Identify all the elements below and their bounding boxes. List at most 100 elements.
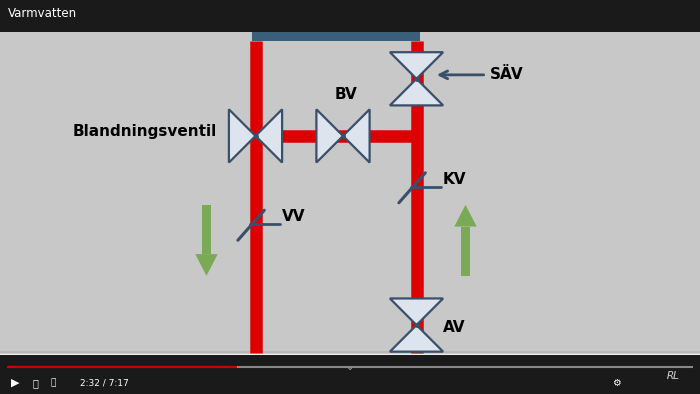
Text: VV: VV — [282, 209, 306, 224]
Bar — [0, 352, 700, 353]
Bar — [0, 353, 700, 354]
Polygon shape — [454, 205, 477, 227]
Bar — [0, 352, 700, 353]
Bar — [0, 352, 700, 353]
Bar — [0, 351, 700, 353]
Bar — [0, 352, 700, 354]
Bar — [0, 352, 700, 353]
Text: ▶: ▶ — [11, 378, 20, 388]
Bar — [0, 353, 700, 354]
Bar — [0, 353, 700, 355]
Bar — [0, 353, 700, 354]
Bar — [0, 352, 700, 353]
Bar — [0, 353, 700, 355]
Bar — [0, 353, 700, 355]
Bar — [0, 351, 700, 353]
Bar — [0, 351, 700, 353]
Bar — [0, 352, 700, 353]
Bar — [0, 351, 700, 353]
Bar — [0, 352, 700, 354]
Bar — [0, 352, 700, 353]
Bar — [0, 352, 700, 353]
Bar — [0, 353, 700, 354]
Bar — [0, 352, 700, 354]
Bar — [0, 353, 700, 355]
Bar — [0, 352, 700, 354]
Bar — [0, 353, 700, 355]
Text: SÄV: SÄV — [490, 67, 524, 82]
Bar — [0, 352, 700, 354]
Bar — [0, 353, 700, 354]
Bar — [0, 353, 700, 354]
Bar — [0, 352, 700, 353]
Bar — [0, 353, 700, 354]
Bar — [0, 352, 700, 353]
Bar — [0, 352, 700, 353]
Bar — [0, 352, 700, 354]
Bar — [0, 351, 700, 353]
Polygon shape — [343, 109, 370, 163]
Bar — [0, 353, 700, 354]
Text: RL: RL — [667, 371, 680, 381]
Bar — [0, 351, 700, 353]
Bar — [0, 352, 700, 354]
Bar — [0, 351, 700, 353]
Bar — [0, 352, 700, 354]
Bar — [0, 352, 700, 354]
Polygon shape — [195, 254, 218, 276]
Bar — [0, 352, 700, 353]
Bar — [0, 353, 700, 355]
Bar — [0, 352, 700, 354]
Bar — [0, 353, 700, 354]
Bar — [0, 351, 700, 353]
Bar — [0, 353, 700, 354]
Bar — [0, 353, 700, 355]
Polygon shape — [390, 52, 443, 79]
Bar — [0, 353, 700, 355]
Text: ⚙: ⚙ — [612, 378, 620, 388]
Bar — [0, 353, 700, 354]
Bar — [0, 353, 700, 354]
Bar — [0, 352, 700, 353]
Polygon shape — [390, 325, 443, 352]
Bar — [461, 227, 470, 276]
Bar — [0, 352, 700, 354]
Bar — [0, 352, 700, 354]
Bar — [0, 351, 700, 353]
Bar — [0, 351, 700, 353]
Bar — [0, 352, 700, 354]
Bar — [0, 353, 700, 355]
Bar — [0, 352, 700, 354]
Bar — [0, 352, 700, 354]
Bar — [0, 351, 700, 353]
Bar — [0, 353, 700, 354]
Bar — [0, 352, 700, 354]
Bar — [0, 353, 700, 355]
Bar — [0, 351, 700, 353]
Bar — [0, 353, 700, 354]
Bar — [0, 352, 700, 353]
Bar — [0, 352, 700, 353]
Text: 2:32 / 7:17: 2:32 / 7:17 — [80, 379, 130, 387]
Bar — [0, 352, 700, 354]
Bar — [0, 353, 700, 354]
Bar — [0, 352, 700, 354]
Bar — [0, 352, 700, 354]
Bar — [0, 352, 700, 354]
Bar — [0, 352, 700, 353]
Bar — [0, 352, 700, 353]
Bar — [0, 353, 700, 355]
Bar — [0, 351, 700, 353]
Bar — [0, 352, 700, 353]
Bar — [202, 205, 211, 254]
Bar — [0, 351, 700, 353]
Bar — [0, 353, 700, 355]
Bar — [0, 353, 700, 354]
Bar — [0, 352, 700, 353]
Bar — [0, 353, 700, 354]
Bar — [0, 352, 700, 353]
Bar — [0, 352, 700, 354]
Bar — [0, 352, 700, 353]
Bar — [0, 352, 700, 353]
Bar — [0, 352, 700, 353]
